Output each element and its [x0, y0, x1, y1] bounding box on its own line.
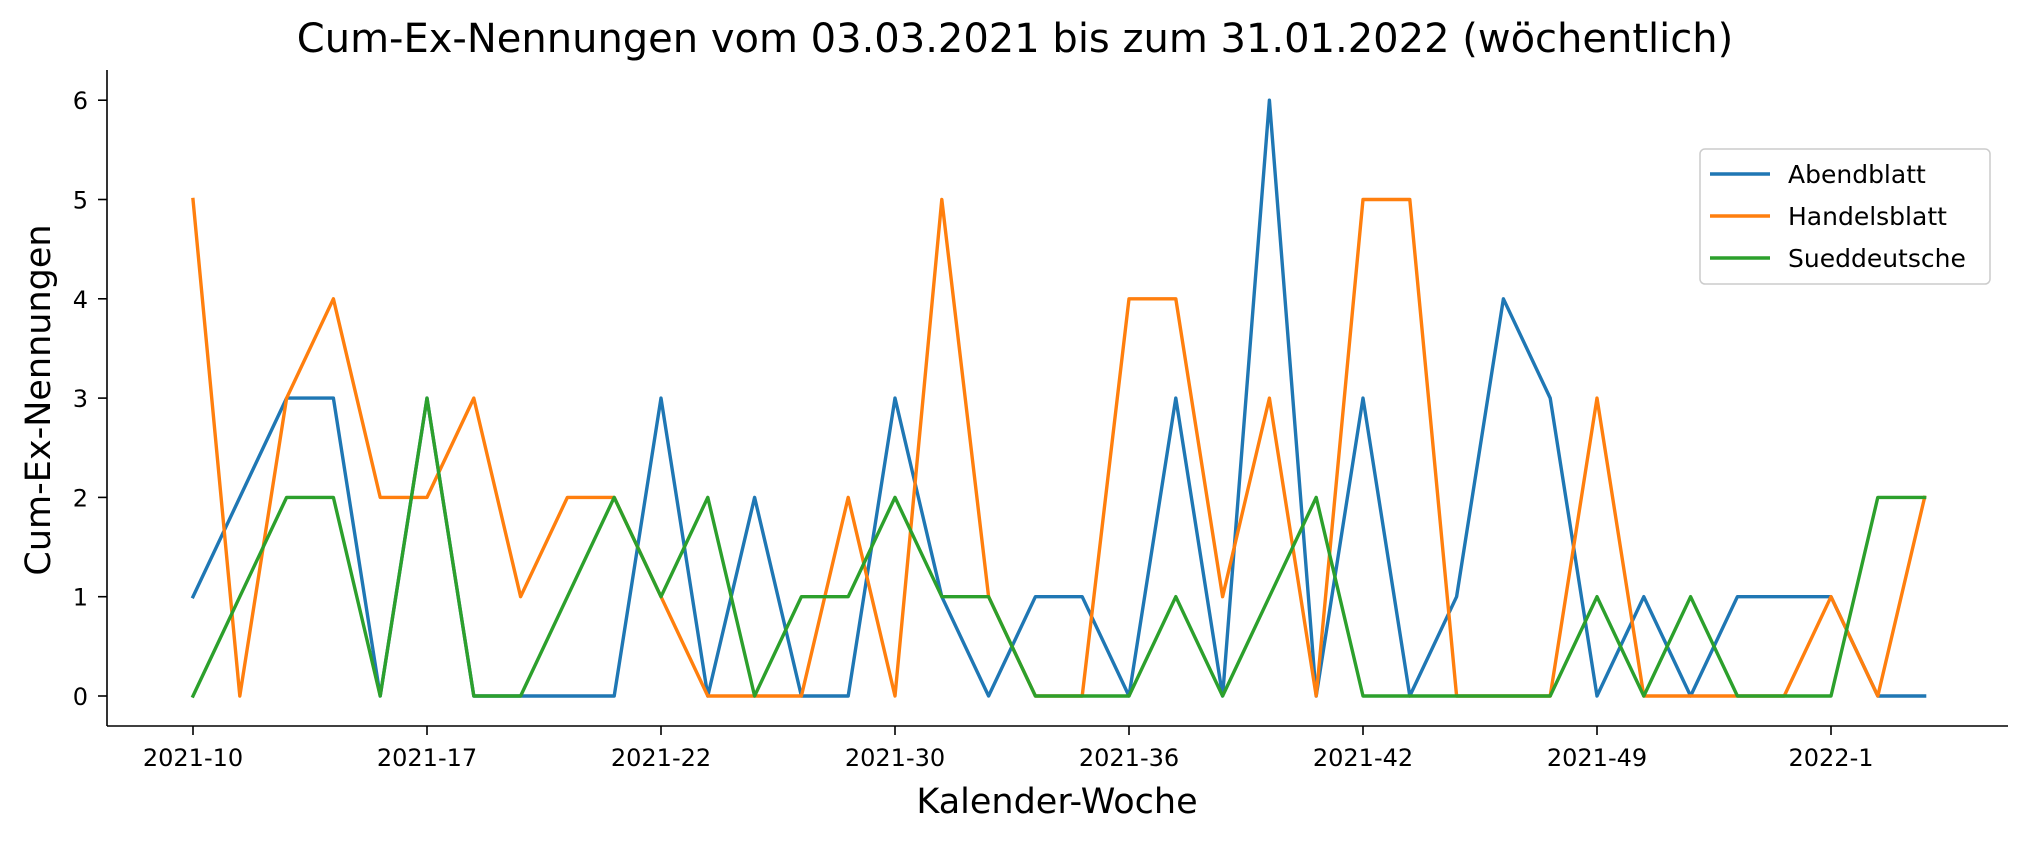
- series-line-handelsblatt: [191, 197, 1927, 698]
- x-axis-label: Kalender-Woche: [916, 782, 1197, 822]
- y-tick-label: 1: [73, 584, 88, 612]
- chart-title: Cum-Ex-Nennungen vom 03.03.2021 bis zum …: [297, 16, 1733, 62]
- x-tick-label: 2021-42: [1313, 744, 1413, 772]
- y-tick-label: 0: [73, 683, 88, 711]
- legend-label-abendblatt: Abendblatt: [1788, 160, 1926, 189]
- x-tick-label: 2021-22: [611, 744, 711, 772]
- y-tick-label: 2: [73, 484, 88, 512]
- y-tick-label: 3: [73, 385, 88, 413]
- x-tick-label: 2021-10: [143, 744, 243, 772]
- x-tick-label: 2021-30: [845, 744, 945, 772]
- legend-label-sueddeutsche: Sueddeutsche: [1788, 244, 1966, 273]
- x-tick-label: 2022-1: [1788, 744, 1873, 772]
- y-tick-label: 4: [73, 286, 88, 314]
- series-line-sueddeutsche: [190, 396, 1927, 699]
- y-ticks: 0 1 2 3 4 5 6: [73, 87, 107, 711]
- x-tick-label: 2021-17: [377, 744, 477, 772]
- legend: Abendblatt Handelsblatt Sueddeutsche: [1699, 148, 1991, 285]
- legend-label-handelsblatt: Handelsblatt: [1788, 202, 1947, 231]
- y-tick-label: 6: [73, 87, 88, 115]
- plot-area: [190, 98, 1927, 699]
- x-tick-label: 2021-49: [1547, 744, 1647, 772]
- y-axis-label: Cum-Ex-Nennungen: [19, 224, 59, 575]
- y-tick-label: 5: [73, 187, 88, 215]
- legend-frame: [1699, 148, 1991, 285]
- x-tick-label: 2021-36: [1079, 744, 1179, 772]
- x-ticks: 2021-10 2021-17 2021-22 2021-30 2021-36 2021-…: [143, 726, 1874, 772]
- series-line-abendblatt: [190, 98, 1927, 698]
